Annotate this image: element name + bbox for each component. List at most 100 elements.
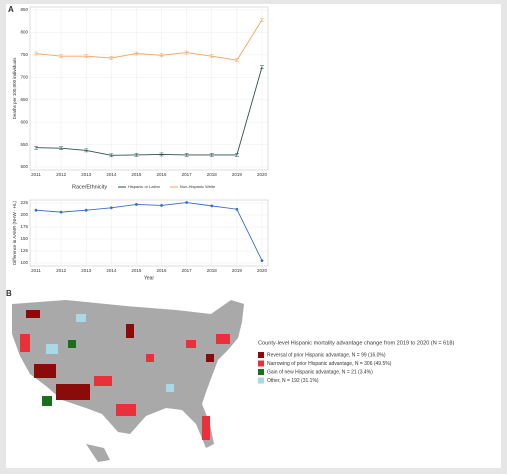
y-tick-label: 125 <box>20 248 28 253</box>
x-tick-label: 2020 <box>257 172 268 177</box>
map-county <box>126 324 134 338</box>
legend-swatch <box>258 377 264 384</box>
point <box>109 206 113 210</box>
x-tick-label: 2013 <box>81 268 92 273</box>
map-county <box>186 340 196 348</box>
y-tick-label: 500 <box>20 164 28 169</box>
point <box>84 54 89 58</box>
x-tick-label: 2017 <box>182 268 193 273</box>
point <box>34 208 38 212</box>
point <box>210 204 214 208</box>
plot-area <box>29 6 269 171</box>
figure: A B 500 550 600 650 700 750 800 850 2011 2012 2013… <box>6 4 501 468</box>
y-tick-label: 750 <box>20 52 28 57</box>
map-county <box>26 310 40 318</box>
x-tick-label: 2020 <box>257 268 268 273</box>
map-county <box>94 376 112 386</box>
y-tick-label: 200 <box>20 212 28 217</box>
figure-canvas: A B 500 550 600 650 700 750 800 850 2011 2012 2013… <box>6 5 454 462</box>
map-county <box>34 364 56 378</box>
x-tick-label: 2016 <box>157 268 168 273</box>
x-tick-label: 2013 <box>81 172 92 177</box>
map-county <box>146 354 154 362</box>
y-tick-label: 700 <box>20 74 28 79</box>
x-tick-label: 2018 <box>207 172 218 177</box>
legend-label: Narrowing of prior Hispanic advantage, N… <box>267 361 392 367</box>
point <box>184 153 189 157</box>
panel-label: A <box>8 5 14 14</box>
us-map <box>12 300 244 462</box>
map-land <box>12 300 244 448</box>
x-tick-label: 2015 <box>131 172 142 177</box>
x-tick-label: 2019 <box>232 268 243 273</box>
x-tick-label: 2012 <box>56 172 67 177</box>
map-county <box>42 396 52 406</box>
legend-label: Non-Hispanic White <box>180 184 216 189</box>
map-county <box>20 334 30 352</box>
map-land <box>86 444 110 462</box>
point <box>159 152 164 157</box>
legend-title: Race/Ethnicity <box>72 184 107 190</box>
y-axis-label: Difference in AAMR (NHW - HL) <box>12 201 17 265</box>
x-tick-label: 2012 <box>56 268 67 273</box>
x-tick-label: 2017 <box>182 172 193 177</box>
legend-label: Gain of new Hispanic advantage, N = 21 (… <box>267 369 373 375</box>
y-tick-label: 225 <box>20 200 28 205</box>
map-legend-title: County-level Hispanic mortality advantag… <box>258 340 454 346</box>
y-tick-label: 100 <box>20 260 28 265</box>
y-tick-label: 850 <box>20 7 28 12</box>
point <box>260 18 264 22</box>
point <box>234 153 239 157</box>
point <box>159 53 164 58</box>
map-county <box>206 354 214 362</box>
legend-label: Hispanic or Latino <box>128 184 161 189</box>
point <box>184 50 189 55</box>
legend-swatch <box>258 352 264 358</box>
point <box>84 208 88 212</box>
series-line <box>35 66 263 156</box>
legend-label: Reversal of prior Hispanic advantage, N … <box>267 352 386 358</box>
y-tick-label: 175 <box>20 224 28 229</box>
map-county <box>68 340 76 348</box>
point <box>234 58 239 62</box>
map-county <box>166 384 174 392</box>
x-axis-label: Year <box>144 275 154 281</box>
point <box>235 207 239 211</box>
point <box>134 153 139 157</box>
point <box>135 203 138 206</box>
map-county <box>76 314 86 322</box>
point <box>209 54 214 58</box>
point <box>209 153 214 157</box>
x-tick-label: 2019 <box>232 172 243 177</box>
map-county <box>216 334 230 344</box>
x-tick-label: 2014 <box>106 268 117 273</box>
legend-label: Other, N = 192 (31.1%) <box>267 378 319 384</box>
point <box>109 56 114 60</box>
map-county <box>116 404 136 416</box>
point <box>59 210 63 214</box>
series-line <box>35 202 263 261</box>
point <box>34 145 38 150</box>
x-tick-label: 2018 <box>207 268 218 273</box>
series-line <box>35 19 263 61</box>
map-county <box>46 344 58 354</box>
point <box>59 146 64 150</box>
x-tick-label: 2011 <box>31 268 41 273</box>
y-tick-label: 800 <box>20 30 28 35</box>
point <box>260 259 264 262</box>
x-tick-label: 2011 <box>31 172 41 177</box>
x-tick-label: 2015 <box>131 268 142 273</box>
panel-label: B <box>6 289 12 298</box>
point <box>160 204 163 207</box>
map-county <box>202 416 210 440</box>
legend-swatch <box>258 360 264 367</box>
point <box>34 51 38 56</box>
plot-area <box>29 199 269 267</box>
point <box>134 51 139 56</box>
point <box>185 201 189 204</box>
legend-swatch <box>258 369 264 375</box>
y-tick-label: 600 <box>20 119 28 124</box>
point <box>84 148 89 153</box>
y-tick-label: 550 <box>20 142 28 147</box>
map-county <box>56 384 90 400</box>
